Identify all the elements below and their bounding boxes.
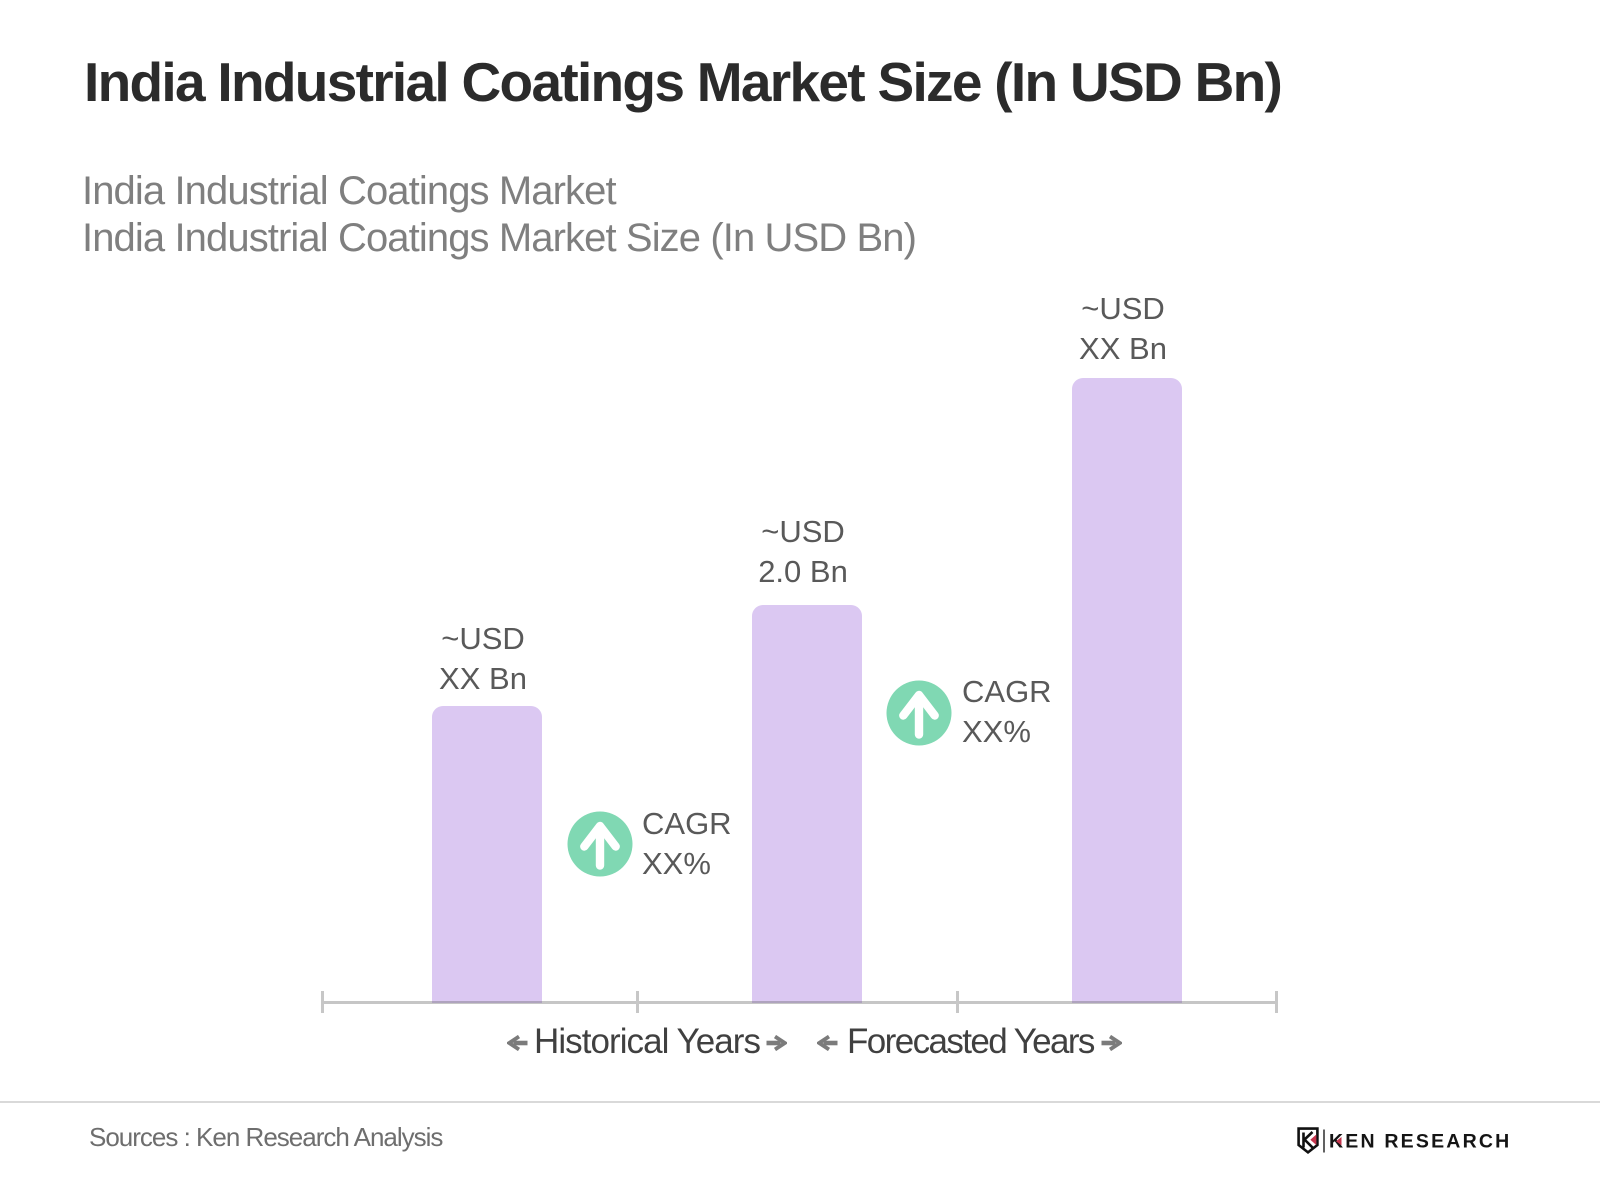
svg-text:KEN RESEARCH: KEN RESEARCH	[1329, 1131, 1511, 1153]
